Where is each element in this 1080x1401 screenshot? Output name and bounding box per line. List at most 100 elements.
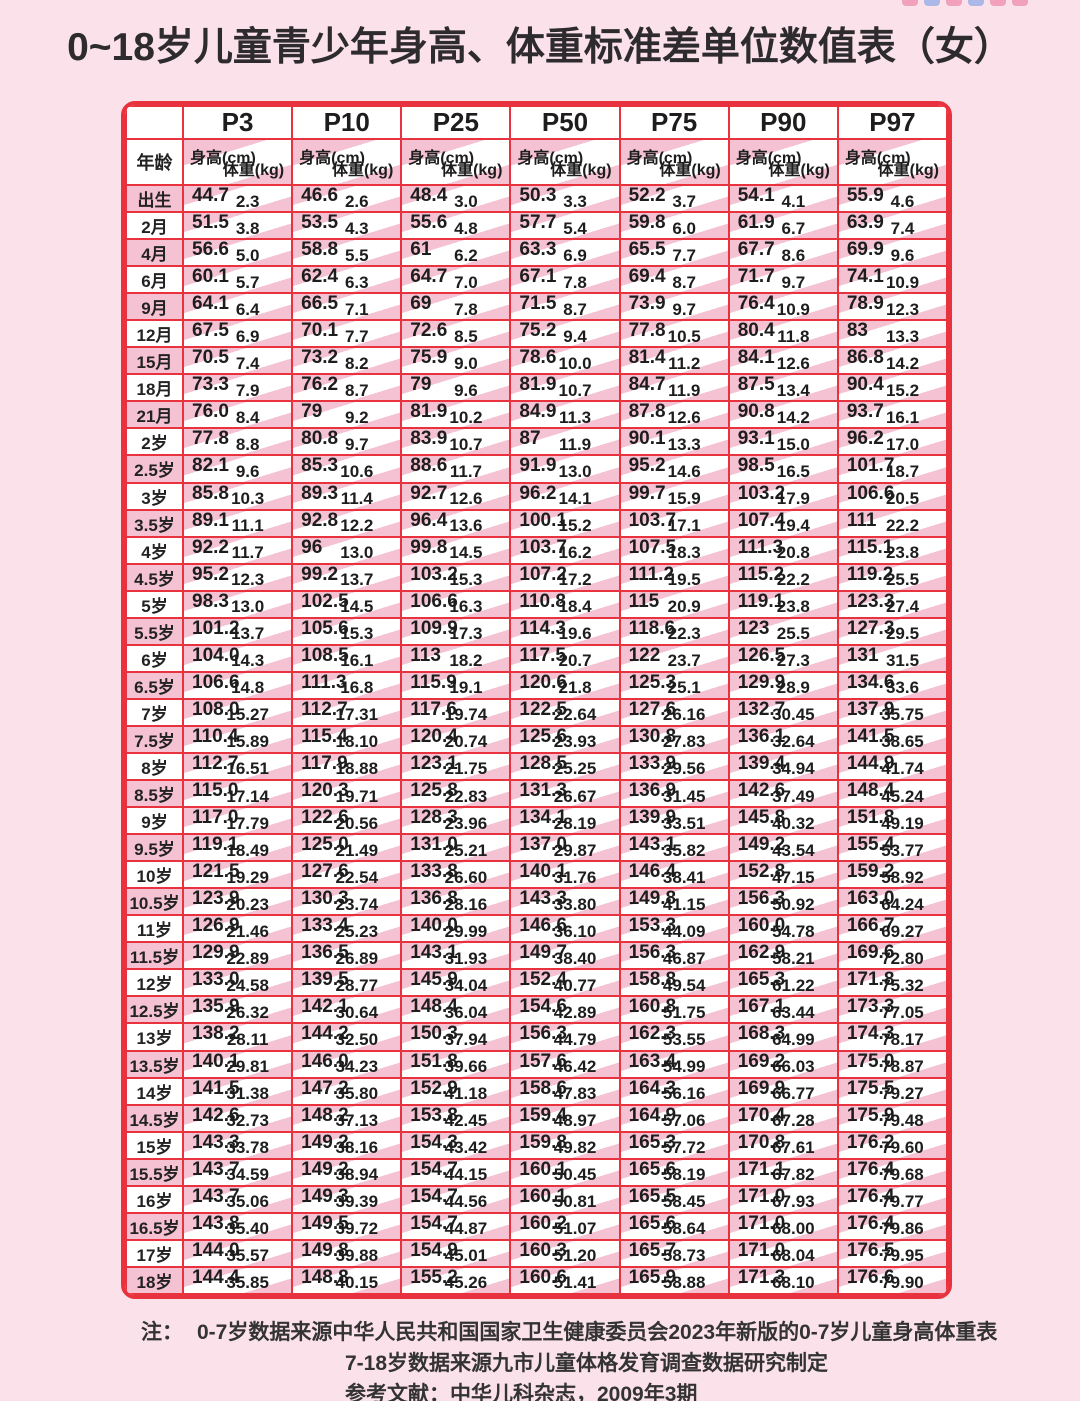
- age-cell: 8.5岁: [125, 779, 184, 809]
- height-value: 139.9: [628, 807, 677, 829]
- data-cell: 176.4 79.86: [836, 1211, 948, 1241]
- height-value: 125.3: [628, 671, 677, 693]
- height-value: 141.5: [192, 1077, 240, 1099]
- weight-value: 6.3: [344, 272, 369, 292]
- height-value: 117.5: [519, 644, 566, 666]
- weight-value: 20.5: [885, 489, 920, 509]
- height-value: 128.5: [519, 752, 567, 774]
- data-cell: 106.6 14.8: [181, 670, 294, 700]
- weight-value: 16.8: [340, 678, 374, 698]
- height-value: 59.8: [628, 212, 666, 234]
- height-value: 136.1: [737, 725, 786, 747]
- weight-value: 18.3: [667, 543, 701, 563]
- height-value: 128.3: [410, 807, 458, 829]
- height-value: 80.4: [737, 320, 775, 342]
- height-value: 152.8: [737, 861, 786, 883]
- height-value: 129.9: [192, 942, 240, 964]
- height-value: 157.6: [519, 1050, 567, 1072]
- weight-value: 13.7: [231, 624, 265, 644]
- weight-value: 29.56: [662, 759, 706, 779]
- data-cell: 90.1 13.3: [618, 427, 730, 457]
- table-row: 21月 76.0 8.4 79 9.2 81.9 10.2 84.9 11.3 87.8 12.6 9…: [125, 400, 948, 430]
- height-value: 96: [301, 536, 323, 558]
- data-cell: 67.1 7.8: [509, 265, 621, 295]
- data-cell: 176.5 79.95: [836, 1238, 948, 1268]
- data-cell: 147.2 35.80: [291, 1076, 403, 1106]
- data-cell: 171.0 68.04: [727, 1238, 839, 1268]
- unit-subheader-cell: 身高(cm) 体重(kg): [618, 138, 730, 186]
- table-row: 2.5岁 82.1 9.6 85.3 10.6 88.6 11.7 91.9 13.0 95.2 1…: [125, 454, 948, 484]
- table-row: 9月 64.1 6.4 66.5 7.1 69 7.8 71.5 8.7 73.9 9.7 76.4 1…: [125, 292, 948, 322]
- data-cell: 132.7 30.45: [727, 697, 839, 727]
- weight-value: 47.15: [772, 867, 815, 887]
- weight-value: 28.19: [553, 813, 597, 833]
- weight-value: 14.5: [340, 597, 374, 617]
- height-value: 123.9: [192, 888, 240, 910]
- height-value: 85.3: [301, 455, 339, 477]
- height-value: 135.9: [192, 996, 240, 1018]
- data-cell: 134.6 33.6: [836, 670, 948, 700]
- data-cell: 115 20.9: [618, 589, 730, 619]
- weight-value: 23.93: [553, 732, 597, 752]
- data-cell: 143.1 31.93: [400, 941, 512, 971]
- weight-value: 25.23: [335, 921, 379, 941]
- data-cell: 69.9 9.6: [836, 238, 948, 268]
- data-cell: 98.5 16.5: [727, 454, 839, 484]
- height-value: 93.7: [846, 401, 884, 423]
- data-cell: 77.8 10.5: [618, 319, 730, 349]
- data-cell: 143.3 33.78: [181, 1130, 294, 1160]
- weight-value: 20.23: [226, 894, 269, 914]
- weight-value: 12.6: [667, 407, 701, 427]
- height-value: 67.5: [192, 320, 229, 342]
- height-value: 63.3: [519, 239, 557, 261]
- data-cell: 144.9 41.74: [836, 751, 948, 782]
- data-cell: 80.8 9.7: [291, 427, 403, 457]
- data-cell: 123.9 20.23: [181, 887, 294, 917]
- data-cell: 117.9 18.88: [291, 751, 403, 782]
- height-value: 83.9: [410, 428, 448, 450]
- weight-value: 12.3: [231, 570, 265, 590]
- data-cell: 73.9 9.7: [618, 292, 730, 322]
- age-cell: 10.5岁: [125, 887, 184, 917]
- weight-value: 54.78: [772, 921, 815, 941]
- data-cell: 173.3 77.05: [836, 995, 948, 1025]
- height-value: 175.5: [846, 1077, 895, 1099]
- table-row: 9岁 117.0 17.79 122.6 20.56 128.3 23.96 134.1 28.…: [125, 806, 948, 836]
- height-value: 136.8: [410, 888, 458, 910]
- height-value: 146.4: [628, 861, 677, 883]
- height-value: 129.9: [737, 671, 786, 693]
- height-value: 91.9: [519, 455, 557, 477]
- weight-value: 37.94: [444, 1029, 488, 1049]
- data-cell: 44.7 2.3: [181, 183, 294, 214]
- data-cell: 129.9 22.89: [181, 941, 294, 971]
- data-cell: 145.9 34.04: [400, 968, 512, 998]
- height-value: 120.3: [301, 780, 349, 802]
- weight-value: 6.7: [781, 218, 806, 238]
- height-value: 138.2: [192, 1023, 240, 1045]
- height-value: 160.6: [519, 1266, 567, 1288]
- height-value: 153.3: [628, 915, 677, 937]
- data-cell: 150.3 37.94: [400, 1022, 512, 1052]
- data-cell: 164.9 57.06: [618, 1103, 730, 1133]
- age-cell: 12.5岁: [125, 995, 184, 1025]
- percentile-header: P50: [509, 105, 621, 140]
- age-header: 年龄: [125, 138, 184, 186]
- data-cell: 160.8 51.75: [618, 995, 730, 1025]
- height-value: 130.8: [628, 725, 677, 747]
- data-cell: 112.7 16.51: [181, 751, 294, 782]
- data-cell: 143.1 35.82: [618, 833, 730, 863]
- height-value: 95.2: [628, 455, 666, 477]
- weight-value: 17.9: [776, 489, 810, 509]
- weight-value: 18.7: [885, 461, 920, 481]
- data-cell: 143.8 35.40: [181, 1211, 294, 1241]
- height-value: 88.6: [410, 455, 448, 477]
- weight-value: 39.72: [335, 1219, 379, 1239]
- data-cell: 117.0 17.79: [181, 806, 294, 836]
- weight-value: 11.4: [340, 489, 373, 509]
- data-cell: 131.0 25.21: [400, 833, 512, 863]
- weight-value: 38.65: [881, 732, 924, 752]
- weight-value: 14.6: [667, 461, 701, 481]
- weight-value: 29.99: [444, 921, 488, 941]
- height-value: 148.2: [301, 1104, 349, 1126]
- weight-value: 13.3: [667, 434, 701, 454]
